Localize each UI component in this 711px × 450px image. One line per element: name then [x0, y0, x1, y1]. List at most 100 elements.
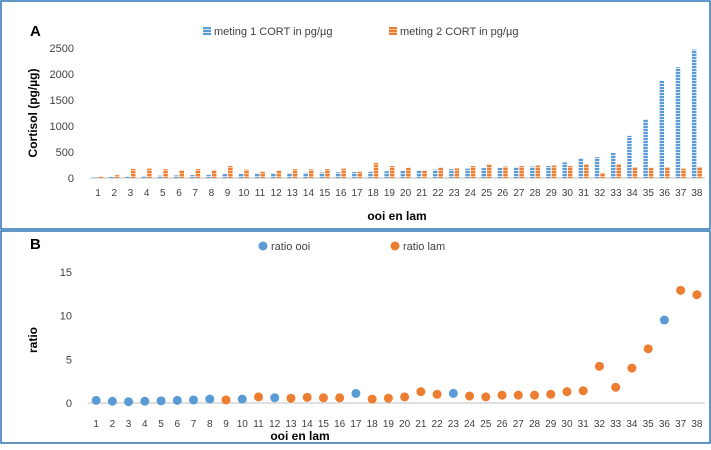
panel-b-x-tick-label: 7: [191, 419, 197, 430]
panel-b-x-tick-label: 9: [223, 419, 229, 430]
bar-meting-2: [648, 167, 654, 178]
panel-a-y-tick-label: 1000: [50, 121, 74, 133]
panel-b-x-tick-label: 20: [399, 419, 411, 430]
bar-meting-2: [487, 164, 492, 178]
bar-meting-1: [368, 171, 373, 178]
panel-a-x-tick-label: 35: [643, 188, 655, 199]
bar-meting-1: [691, 49, 697, 179]
panel-a-label: A: [30, 23, 41, 40]
point-ratio-lam: [302, 392, 312, 402]
panel-b-x-tick-label: 2: [110, 419, 116, 430]
bar-meting-2: [422, 170, 427, 178]
panel-a-legend: meting 1 CORT in pg/µg meting 2 CORT in …: [203, 26, 518, 38]
panel-b-y-tick-label: 15: [60, 267, 72, 279]
bar-meting-1: [562, 162, 567, 178]
panel-b-x-tick-label: 29: [545, 419, 557, 430]
bar-meting-2: [130, 168, 136, 178]
bar-meting-1: [449, 169, 454, 178]
panel-a-x-tick-label: 1: [95, 188, 101, 199]
bar-meting-2: [503, 166, 508, 178]
bar-meting-1: [432, 169, 438, 178]
point-ratio-lam: [432, 389, 442, 399]
point-ratio-ooi: [270, 393, 280, 403]
bar-meting-2: [308, 169, 314, 178]
bar-meting-2: [179, 170, 185, 178]
legend-label-ratio-ooi: ratio ooi: [271, 241, 310, 253]
bar-meting-1: [206, 174, 211, 178]
bar-meting-2: [211, 170, 217, 178]
bar-meting-2: [438, 167, 443, 178]
bar-meting-2: [373, 162, 379, 178]
point-ratio-lam: [221, 395, 231, 405]
bar-meting-1: [578, 158, 584, 178]
panel-b-frame: [0, 230, 711, 444]
point-ratio-lam: [286, 393, 296, 403]
panel-b-x-tick-label: 5: [158, 419, 164, 430]
panel-a-x-tick-label: 11: [255, 188, 266, 199]
point-ratio-ooi: [351, 388, 361, 398]
panel-b-x-tick-label: 8: [207, 419, 213, 430]
panel-b-x-tick-label: 38: [691, 419, 703, 430]
bar-meting-1: [141, 175, 147, 178]
bar-meting-2: [665, 167, 670, 178]
panel-a-y-tick-label: 500: [56, 147, 74, 159]
legend-label-meting-1: meting 1 CORT in pg/µg: [214, 26, 332, 38]
point-ratio-lam: [400, 392, 410, 402]
point-ratio-lam: [383, 393, 393, 403]
bar-meting-2: [98, 176, 104, 178]
bar-meting-2: [195, 169, 201, 178]
bar-meting-1: [643, 119, 648, 178]
panel-a-x-tick-label: 8: [209, 188, 215, 199]
panel-b-x-tick-label: 22: [432, 419, 444, 430]
panel-a-x-tick-label: 9: [225, 188, 231, 199]
bar-meting-1: [271, 173, 276, 178]
bar-meting-1: [384, 171, 389, 178]
bar-meting-1: [594, 157, 600, 178]
point-ratio-lam: [643, 344, 653, 354]
bar-meting-2: [357, 171, 363, 178]
panel-b-x-tick-label: 3: [126, 419, 132, 430]
bar-meting-2: [454, 168, 460, 178]
panel-a-y-tick-label: 0: [68, 173, 74, 185]
bar-meting-1: [352, 172, 357, 178]
bar-meting-2: [147, 168, 152, 178]
point-ratio-lam: [465, 391, 475, 401]
bar-meting-2: [535, 165, 541, 178]
point-ratio-lam: [611, 382, 621, 392]
point-ratio-lam: [253, 392, 263, 402]
panel-a-x-tick-label: 37: [675, 188, 687, 199]
panel-a-y-axis-title: Cortisol (pg/µg): [26, 69, 40, 158]
panel-a-x-tick-label: 14: [303, 188, 315, 199]
panel-b-y-axis-title: ratio: [26, 327, 40, 353]
panel-a-x-tick-label: 4: [144, 188, 150, 199]
panel-a-x-tick-label: 21: [416, 188, 428, 199]
panel-a-x-tick-label: 16: [335, 188, 347, 199]
panel-a-x-tick-label: 34: [627, 188, 639, 199]
panel-a-x-tick-label: 30: [562, 188, 574, 199]
panel-a-x-tick-label: 27: [513, 188, 525, 199]
panel-b-x-tick-label: 1: [93, 419, 99, 430]
panel-a-x-tick-label: 5: [160, 188, 166, 199]
panel-b-x-tick-label: 32: [594, 419, 606, 430]
bar-meting-2: [584, 163, 589, 178]
panel-a-x-axis-title: ooi en lam: [367, 209, 426, 223]
bar-meting-1: [125, 176, 130, 178]
legend-label-ratio-lam: ratio lam: [403, 241, 445, 253]
panel-b-x-tick-label: 19: [383, 419, 395, 430]
bar-meting-1: [222, 174, 228, 178]
bar-meting-1: [481, 168, 487, 178]
legend-marker-ratio-ooi: [258, 241, 268, 251]
point-ratio-ooi: [107, 396, 117, 406]
panel-b-x-tick-label: 33: [610, 419, 622, 430]
panel-a-y-tick-label: 1500: [50, 95, 74, 107]
bar-meting-1: [238, 173, 244, 178]
point-ratio-lam: [562, 387, 572, 397]
bar-meting-2: [163, 169, 168, 178]
bar-meting-1: [627, 135, 632, 178]
bar-meting-2: [114, 175, 120, 178]
point-ratio-ooi: [237, 394, 247, 404]
bar-meting-1: [157, 175, 163, 178]
point-ratio-lam: [530, 390, 540, 400]
